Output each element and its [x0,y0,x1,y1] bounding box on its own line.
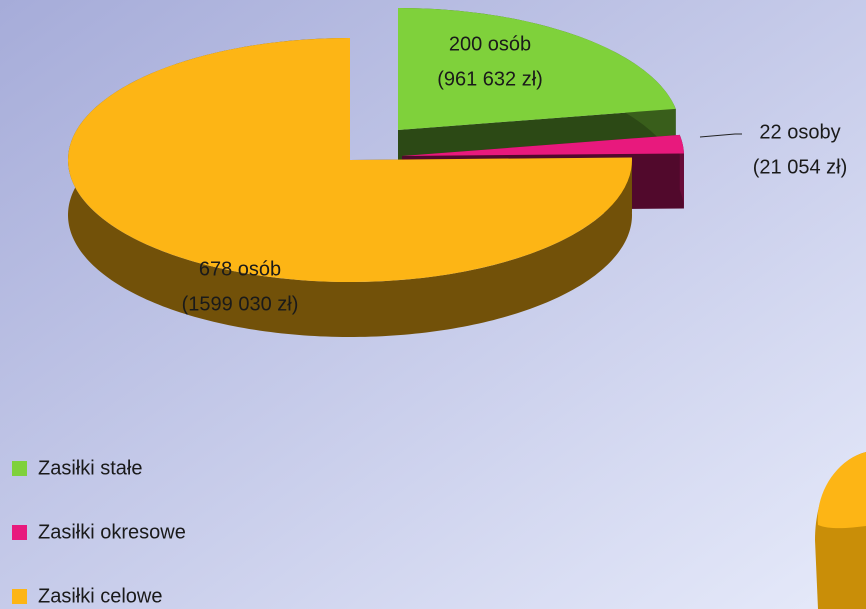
legend-label: Zasiłki okresowe [38,521,186,543]
partial-pie-decoration [815,452,866,609]
legend-swatch [12,461,27,476]
slice [68,38,632,282]
slice [402,134,684,156]
data-label: 200 osób [449,33,531,55]
legend-swatch [12,525,27,540]
legend-swatch [12,589,27,604]
data-label-amount: (21 054 zł) [753,156,848,178]
slice [398,8,676,130]
data-label-amount: (961 632 zł) [437,68,543,90]
leader-line [699,133,742,138]
legend-label: Zasiłki celowe [38,585,162,607]
data-label: 678 osób [199,258,281,280]
data-label-amount: (1599 030 zł) [182,293,299,315]
data-label: 22 osoby [759,121,840,143]
legend-label: Zasiłki stałe [38,457,142,479]
